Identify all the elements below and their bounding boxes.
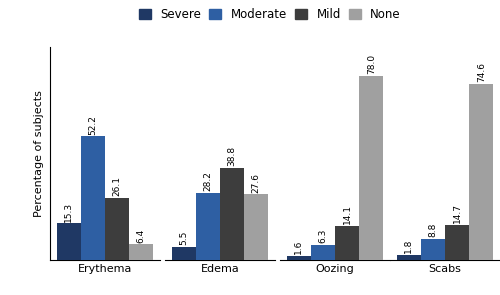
Bar: [105, 198, 129, 260]
Text: 28.2: 28.2: [204, 171, 212, 191]
Text: 38.8: 38.8: [228, 146, 236, 166]
Text: 74.6: 74.6: [477, 62, 486, 82]
Bar: [396, 255, 421, 260]
Legend: Severe, Moderate, Mild, None: Severe, Moderate, Mild, None: [134, 3, 406, 25]
Bar: [311, 245, 335, 260]
Bar: [220, 168, 244, 260]
Bar: [172, 247, 196, 260]
Text: 8.8: 8.8: [428, 222, 438, 237]
Y-axis label: Percentage of subjects: Percentage of subjects: [34, 90, 44, 217]
Bar: [56, 224, 81, 260]
Text: 78.0: 78.0: [367, 53, 376, 74]
Text: 15.3: 15.3: [64, 201, 73, 222]
Bar: [81, 136, 105, 260]
Text: 27.6: 27.6: [252, 173, 261, 193]
Bar: [359, 76, 384, 260]
Bar: [196, 193, 220, 260]
Text: 1.8: 1.8: [404, 239, 413, 253]
Bar: [469, 83, 494, 260]
Bar: [335, 226, 359, 260]
Text: 6.4: 6.4: [137, 228, 146, 242]
Bar: [445, 225, 469, 260]
Bar: [244, 194, 268, 260]
Text: 26.1: 26.1: [112, 176, 122, 196]
Text: 52.2: 52.2: [88, 115, 98, 135]
Text: 5.5: 5.5: [179, 230, 188, 245]
Bar: [421, 239, 445, 260]
Bar: [129, 245, 154, 260]
Text: 6.3: 6.3: [318, 228, 328, 243]
Text: 1.6: 1.6: [294, 240, 303, 254]
Text: 14.7: 14.7: [452, 203, 462, 223]
Text: 14.1: 14.1: [342, 204, 351, 224]
Bar: [286, 256, 311, 260]
